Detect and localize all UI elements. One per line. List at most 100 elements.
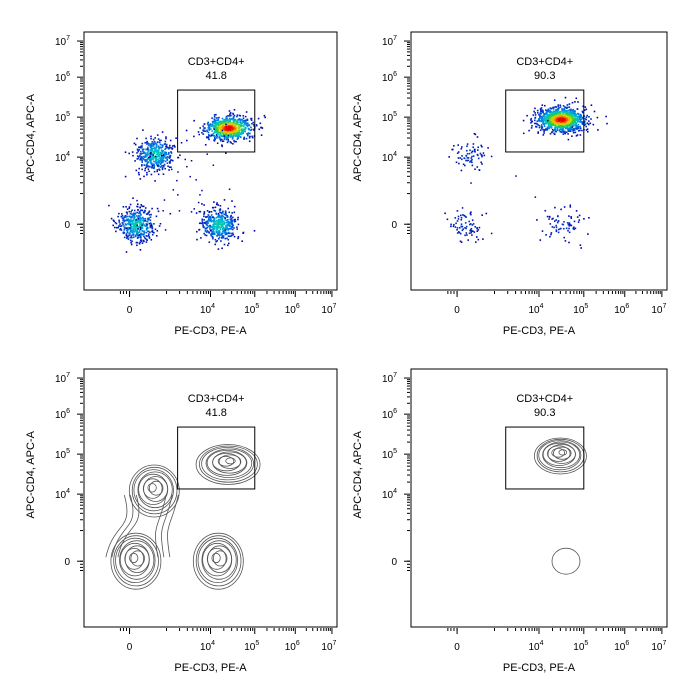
- event-dot: [589, 122, 592, 125]
- event-dot: [212, 233, 215, 235]
- event-dot: [227, 238, 230, 241]
- event-dot: [168, 166, 171, 168]
- event-dot: [148, 170, 150, 173]
- event-dot: [221, 224, 224, 227]
- x-axis-label: PE-CD3, PE-A: [503, 325, 576, 337]
- event-dot: [137, 218, 139, 221]
- event-dot: [126, 236, 129, 239]
- event-dot: [605, 115, 607, 118]
- event-dot: [548, 111, 551, 114]
- event-dot: [544, 209, 547, 212]
- event-dot: [125, 251, 128, 253]
- event-dot: [229, 117, 231, 120]
- event-dot: [241, 130, 244, 132]
- event-dot: [547, 114, 550, 116]
- event-dot: [249, 129, 252, 132]
- event-dot: [157, 149, 160, 152]
- event-dot: [122, 218, 125, 220]
- event-dot: [214, 126, 216, 129]
- contour-cd3-cd4-: [110, 532, 162, 590]
- gate-rectangle[interactable]: [177, 89, 256, 153]
- event-dot: [209, 123, 211, 126]
- event-dot: [457, 151, 460, 153]
- event-dot: [575, 210, 578, 212]
- event-dot: [564, 96, 567, 99]
- event-dot: [576, 216, 579, 218]
- event-dot: [226, 119, 229, 121]
- event-dot: [225, 131, 228, 133]
- event-dot: [575, 97, 578, 100]
- event-dot: [217, 119, 219, 122]
- event-dot: [450, 223, 452, 226]
- event-dot: [141, 233, 144, 236]
- event-dot: [146, 163, 148, 166]
- event-dot: [224, 225, 227, 227]
- event-dot: [138, 212, 140, 214]
- event-dot: [143, 164, 146, 166]
- event-dot: [237, 223, 240, 226]
- event-dot: [536, 109, 539, 112]
- event-dot: [472, 146, 474, 148]
- event-dot: [573, 128, 575, 130]
- event-dot: [208, 241, 211, 243]
- plot-area: [444, 96, 608, 249]
- event-dot: [160, 162, 162, 165]
- event-dot: [470, 223, 472, 225]
- event-dot: [166, 147, 169, 149]
- event-dot: [149, 160, 152, 162]
- event-dot: [130, 225, 133, 228]
- event-dot: [577, 101, 579, 103]
- event-dot: [558, 122, 561, 125]
- event-dot: [456, 220, 459, 222]
- event-dot: [146, 220, 148, 223]
- event-dot: [210, 219, 212, 221]
- event-dot: [567, 123, 570, 125]
- event-dot: [127, 226, 130, 229]
- event-dot: [231, 234, 233, 237]
- event-dot: [453, 145, 455, 147]
- event-dot: [229, 128, 232, 130]
- x-tick-label: 106: [285, 303, 300, 316]
- event-dot: [565, 110, 568, 112]
- event-dot: [222, 125, 225, 127]
- event-dot: [231, 138, 234, 140]
- y-axis-label: APC-CD4, APC-A: [352, 430, 364, 518]
- event-dot: [214, 119, 217, 122]
- event-dot: [459, 157, 462, 159]
- event-dot: [541, 109, 544, 112]
- event-dot: [120, 229, 123, 231]
- event-dot: [214, 206, 217, 209]
- event-dot: [229, 112, 232, 115]
- event-dot: [242, 129, 245, 132]
- event-dot: [146, 153, 148, 156]
- event-dot: [222, 236, 225, 239]
- event-dot: [156, 161, 159, 163]
- event-dot: [564, 131, 566, 133]
- gate-rectangle[interactable]: [505, 89, 585, 153]
- event-dot: [567, 121, 570, 124]
- event-dot: [210, 234, 212, 237]
- population-cd3-cd4-: [522, 96, 608, 141]
- event-dot: [236, 135, 239, 137]
- event-dot: [168, 151, 170, 154]
- event-dot: [470, 160, 472, 162]
- event-dot: [226, 130, 229, 132]
- event-dot: [556, 221, 559, 224]
- gate-rectangle[interactable]: [177, 426, 256, 490]
- event-dot: [235, 122, 237, 125]
- event-dot: [157, 147, 160, 149]
- event-dot: [224, 227, 226, 229]
- event-dot: [159, 153, 162, 155]
- event-dot: [474, 133, 477, 136]
- event-dot: [146, 213, 148, 215]
- event-dot: [150, 146, 153, 149]
- plot-frame: [410, 31, 668, 291]
- event-dot: [572, 110, 574, 112]
- event-dot: [482, 238, 484, 240]
- event-dot: [464, 227, 466, 229]
- event-dot: [219, 208, 222, 210]
- y-tick-label: 104: [55, 488, 70, 501]
- gate-rectangle[interactable]: [505, 426, 585, 490]
- event-dot: [126, 227, 128, 230]
